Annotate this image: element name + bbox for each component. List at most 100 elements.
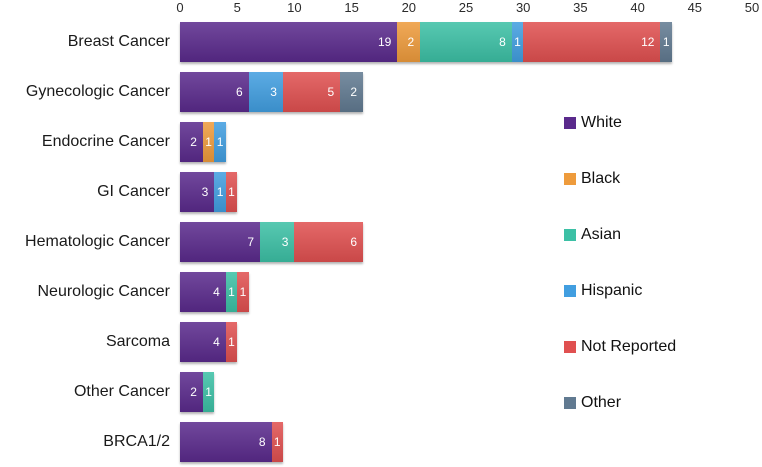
legend-item: White <box>564 114 622 132</box>
segment-value: 3 <box>270 85 277 99</box>
bar-segment: 1 <box>202 122 215 162</box>
bar-segment: 2 <box>340 72 363 112</box>
legend-label: Other <box>581 394 622 411</box>
segment-value: 2 <box>190 385 197 399</box>
category-label: Other Cancer <box>73 383 170 400</box>
segment-value: 8 <box>258 435 266 449</box>
category-label: Gynecologic Cancer <box>25 83 170 100</box>
category-label: Neurologic Cancer <box>37 283 170 300</box>
bar-segment: 3 <box>180 172 215 212</box>
legend-label: Not Reported <box>581 338 677 355</box>
bar-segment: 12 <box>523 22 661 62</box>
segment-value: 2 <box>190 135 197 149</box>
category-label: Sarcoma <box>105 333 170 350</box>
segment-value: 2 <box>407 35 415 49</box>
segment-value: 12 <box>641 35 655 49</box>
segment-value: 5 <box>327 85 335 99</box>
legend-swatch <box>564 397 576 409</box>
legend-swatch <box>564 229 576 241</box>
segment-value: 8 <box>499 35 506 49</box>
bar-segment: 6 <box>294 222 364 262</box>
segment-value: 4 <box>213 285 220 299</box>
legend-item: Asian <box>564 226 621 244</box>
segment-value: 1 <box>228 185 235 199</box>
segment-value: 1 <box>205 385 212 399</box>
segment-value: 1 <box>228 285 235 299</box>
axis-tick-label: 35 <box>573 0 588 15</box>
legend-label: White <box>581 114 622 131</box>
bar-segment: 1 <box>202 372 215 412</box>
axis-tick-label: 45 <box>687 0 703 15</box>
bar-segment: 1 <box>225 322 238 362</box>
bar-segment: 4 <box>180 322 226 362</box>
segment-value: 1 <box>205 135 212 149</box>
segment-value: 3 <box>201 185 209 199</box>
bar-segment: 1 <box>237 272 249 312</box>
segment-value: 6 <box>235 85 243 99</box>
axis-tick-label: 20 <box>401 0 417 15</box>
legend-item: Not Reported <box>564 338 676 356</box>
legend-swatch <box>564 173 576 185</box>
category-label: Hematologic Cancer <box>25 233 170 250</box>
legend-label: Black <box>581 170 621 187</box>
category-label: Endocrine Cancer <box>41 133 170 150</box>
bar: 6 3 5 2 <box>180 72 363 112</box>
bar-segment: 1 <box>660 22 672 62</box>
legend-item: Hispanic <box>564 282 642 300</box>
segment-value: 1 <box>239 285 247 299</box>
axis-tick-label: 10 <box>287 0 302 15</box>
legend-swatch <box>564 285 576 297</box>
axis-tick-label: 50 <box>744 0 760 15</box>
category-label: BRCA1/2 <box>103 433 170 450</box>
segment-value: 1 <box>228 335 235 349</box>
segment-value: 3 <box>281 235 289 249</box>
axis-tick-label: 40 <box>630 0 645 15</box>
bar-segment: 2 <box>180 122 203 162</box>
bar-segment: 7 <box>180 222 261 262</box>
bar-segment: 1 <box>271 422 283 462</box>
bar: 7 3 6 <box>180 222 364 262</box>
segment-value: 6 <box>350 235 358 249</box>
bar-segment: 8 <box>420 22 512 62</box>
legend-swatch <box>564 341 576 353</box>
segment-value: 1 <box>662 35 670 49</box>
bar-segment: 8 <box>180 422 272 462</box>
legend-swatch <box>564 117 576 129</box>
legend-label: Hispanic <box>581 282 643 299</box>
axis-tick-label: 5 <box>233 0 241 15</box>
bar-segment: 19 <box>180 22 398 62</box>
bar-segment: 1 <box>511 22 524 62</box>
segment-value: 4 <box>213 335 220 349</box>
bar-segment: 3 <box>248 72 283 112</box>
axis-tick-label: 15 <box>344 0 359 15</box>
bar-segment: 2 <box>397 22 421 62</box>
bar-segment: 6 <box>180 72 249 112</box>
segment-value: 1 <box>514 35 521 49</box>
bar-segment: 1 <box>225 172 238 212</box>
bar-segment: 5 <box>282 72 341 112</box>
segment-value: 19 <box>378 35 392 49</box>
segment-value: 2 <box>350 85 357 99</box>
legend-label: Asian <box>581 226 622 243</box>
segment-value: 7 <box>247 235 255 249</box>
bar-segment: 1 <box>214 122 226 162</box>
bar-segment: 4 <box>180 272 226 312</box>
bar-segment: 1 <box>225 272 238 312</box>
category-label: GI Cancer <box>97 183 170 200</box>
axis-tick-label: 25 <box>458 0 474 15</box>
bar: 19 2 8 1 12 1 <box>180 22 672 62</box>
bar-segment: 1 <box>214 172 226 212</box>
segment-value: 1 <box>273 435 281 449</box>
segment-value: 1 <box>216 185 224 199</box>
legend-item: Other <box>564 394 621 412</box>
bar-segment: 3 <box>260 222 295 262</box>
bar-segment: 2 <box>180 372 203 412</box>
axis-tick-label: 30 <box>515 0 531 15</box>
category-label: Breast Cancer <box>67 33 170 50</box>
